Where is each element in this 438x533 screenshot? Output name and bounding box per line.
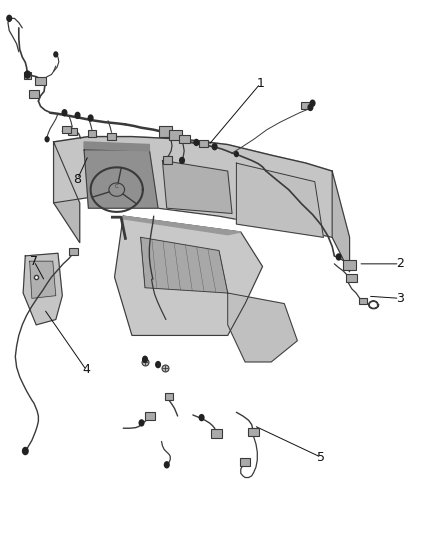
Bar bbox=[248, 427, 259, 436]
Bar bbox=[159, 126, 173, 136]
Bar bbox=[198, 140, 208, 148]
Circle shape bbox=[24, 70, 31, 79]
Bar bbox=[165, 393, 173, 400]
Circle shape bbox=[193, 139, 199, 146]
Bar bbox=[170, 130, 182, 140]
Polygon shape bbox=[23, 253, 62, 325]
Polygon shape bbox=[123, 216, 241, 235]
Circle shape bbox=[138, 419, 145, 426]
Circle shape bbox=[336, 253, 342, 261]
Text: 2: 2 bbox=[396, 257, 403, 270]
Bar bbox=[145, 412, 155, 420]
Circle shape bbox=[212, 143, 218, 150]
Circle shape bbox=[155, 361, 161, 368]
Bar bbox=[163, 157, 173, 165]
Polygon shape bbox=[53, 136, 332, 237]
Bar bbox=[24, 72, 32, 79]
Circle shape bbox=[88, 114, 94, 122]
Circle shape bbox=[164, 461, 170, 469]
Polygon shape bbox=[141, 237, 228, 293]
Circle shape bbox=[307, 104, 314, 111]
Bar bbox=[346, 274, 357, 282]
Polygon shape bbox=[115, 216, 262, 335]
Text: 5: 5 bbox=[317, 451, 325, 464]
Bar bbox=[88, 131, 96, 138]
Circle shape bbox=[6, 14, 12, 22]
Bar bbox=[62, 126, 71, 133]
Polygon shape bbox=[84, 150, 158, 208]
Text: 8: 8 bbox=[74, 173, 81, 185]
Text: 7: 7 bbox=[30, 255, 38, 268]
Circle shape bbox=[61, 109, 67, 116]
Bar bbox=[179, 135, 190, 143]
Polygon shape bbox=[53, 142, 80, 243]
Polygon shape bbox=[84, 142, 149, 151]
Polygon shape bbox=[237, 163, 323, 237]
Circle shape bbox=[198, 414, 205, 421]
Circle shape bbox=[53, 51, 58, 58]
Circle shape bbox=[179, 157, 185, 164]
Polygon shape bbox=[332, 171, 350, 272]
Circle shape bbox=[142, 356, 148, 363]
Bar bbox=[35, 77, 46, 85]
Polygon shape bbox=[30, 261, 56, 298]
Bar bbox=[69, 248, 78, 255]
Text: 4: 4 bbox=[82, 364, 90, 376]
Text: 1: 1 bbox=[256, 77, 264, 90]
Polygon shape bbox=[228, 293, 297, 362]
Circle shape bbox=[234, 151, 239, 157]
Text: C: C bbox=[115, 184, 119, 189]
Polygon shape bbox=[162, 160, 232, 214]
Bar bbox=[68, 128, 77, 135]
Bar bbox=[359, 298, 367, 304]
Circle shape bbox=[45, 136, 49, 142]
Bar bbox=[107, 133, 116, 140]
Bar bbox=[301, 102, 310, 109]
Bar bbox=[211, 429, 222, 438]
Circle shape bbox=[74, 112, 81, 119]
Bar bbox=[343, 260, 356, 270]
Polygon shape bbox=[53, 136, 332, 237]
Circle shape bbox=[22, 447, 29, 455]
Bar bbox=[240, 458, 250, 466]
Text: 3: 3 bbox=[396, 292, 403, 305]
Bar bbox=[29, 91, 39, 98]
Circle shape bbox=[310, 100, 316, 107]
